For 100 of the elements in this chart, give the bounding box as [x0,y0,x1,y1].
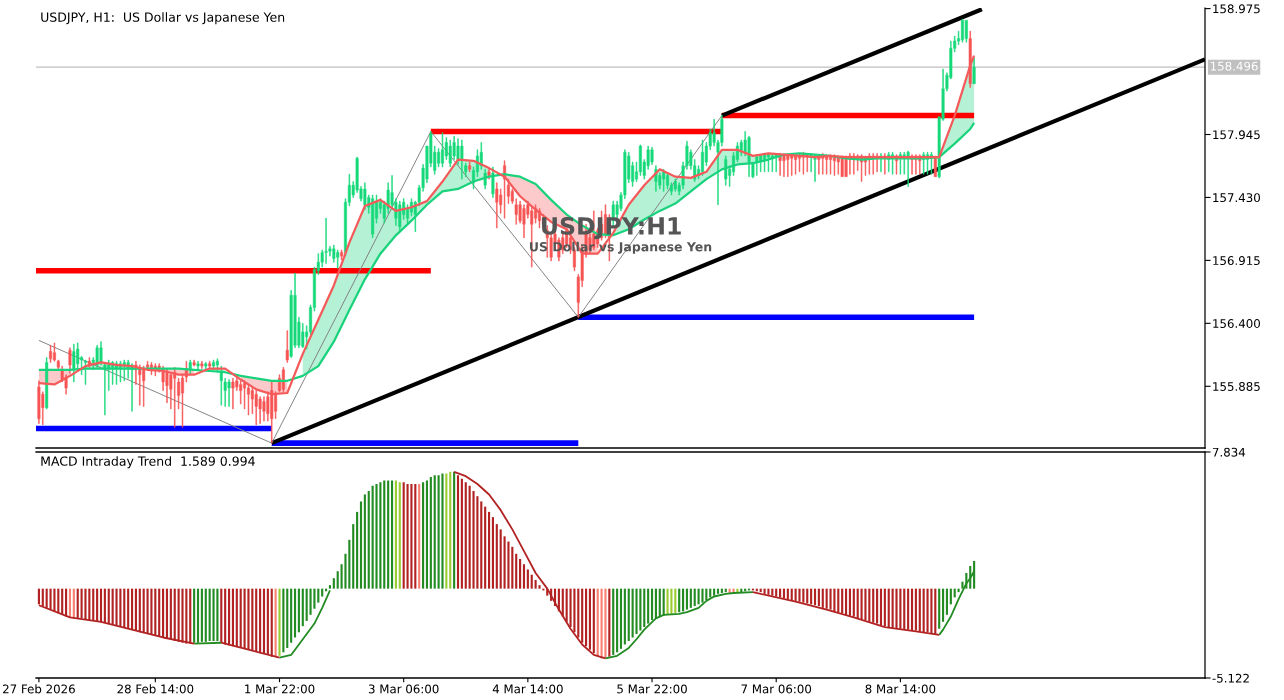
bar [872,588,875,623]
ref-line-label: 158.496 [1210,61,1258,71]
bar [169,588,172,640]
candlestick [87,357,91,368]
candlestick [371,194,375,239]
bar [383,480,386,589]
y-tick-label: 7.834 [1212,447,1246,457]
bar [185,588,188,644]
bar [530,574,533,589]
bar [418,483,421,589]
bar [503,536,506,589]
bar [181,588,184,643]
bar [41,588,44,607]
bar [519,559,522,589]
candlestick [468,161,472,173]
candlestick [208,360,212,369]
bar [212,588,215,641]
bar [227,588,231,646]
candlestick [840,155,844,177]
bar [790,588,793,600]
bar [821,588,824,608]
bar [127,588,130,629]
candlestick [724,155,728,186]
bar [196,588,200,643]
candlestick [829,154,833,175]
bar [367,490,370,589]
bar [678,588,681,613]
bar [522,564,526,589]
candlestick [852,153,856,175]
bar [387,480,390,589]
bar [468,485,471,589]
bar [293,588,297,638]
bar [99,588,103,622]
bar [390,480,394,589]
candlestick [786,154,790,177]
candlestick [188,359,192,375]
bar [239,588,242,648]
x-tick-label: 8 Mar 14:00 [865,684,936,694]
bar [274,588,277,657]
bar [825,588,828,609]
bar [852,588,855,617]
bar [394,480,397,589]
bar [841,588,844,614]
candlestick [770,153,774,173]
bar [80,588,83,619]
candlestick [49,345,53,363]
bar [495,524,498,589]
x-tick-label: 7 Mar 06:00 [741,684,812,694]
bar [914,588,917,631]
bar [456,475,460,589]
candlestick [231,378,235,410]
bar [224,588,227,645]
bar [650,588,654,621]
bar [464,482,467,589]
bar [616,588,619,653]
bar [608,588,611,657]
bar [922,588,925,633]
candlestick [68,347,72,374]
bar [251,588,254,651]
bar [259,588,262,654]
candlestick [204,362,208,371]
bar [146,588,149,635]
bar [379,482,382,589]
candlestick [821,153,825,175]
bar [685,588,689,610]
bar [907,588,910,630]
candlestick [883,153,887,175]
bar [817,588,820,607]
bar [150,588,153,635]
bar [231,588,234,647]
bar [189,588,192,644]
bar [220,588,223,643]
candlestick [755,155,759,176]
candlestick [522,204,526,239]
candlestick [491,166,495,198]
candlestick [503,160,507,219]
bar [142,588,145,634]
bar [864,588,867,621]
bar [623,588,626,645]
bar [573,588,576,633]
bar [165,588,169,639]
bar [402,482,405,589]
bar [363,494,366,589]
x-tick-label: 5 Mar 22:00 [617,684,687,694]
bar [433,475,436,589]
bar [763,588,766,594]
candlestick [836,155,840,175]
bar [569,588,572,628]
candlestick [906,150,910,187]
candlestick [324,217,328,264]
bar [123,588,126,628]
bar [895,588,898,629]
bar [243,588,246,649]
candlestick [794,154,798,175]
x-tick-label: 27 Feb 2026 [3,684,75,694]
bar [879,588,883,626]
bar [162,588,165,638]
y-tick-label: 156.400 [1213,319,1260,328]
bar [154,588,157,636]
candlestick [933,155,937,177]
